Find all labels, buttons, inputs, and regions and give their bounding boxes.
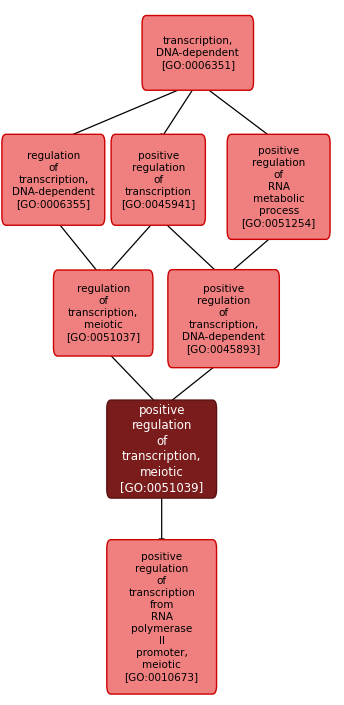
FancyBboxPatch shape bbox=[2, 134, 105, 226]
Text: positive
regulation
of
transcription,
meiotic
[GO:0051039]: positive regulation of transcription, me… bbox=[120, 404, 203, 494]
Text: transcription,
DNA-dependent
[GO:0006351]: transcription, DNA-dependent [GO:0006351… bbox=[157, 36, 239, 70]
Text: regulation
of
transcription,
DNA-dependent
[GO:0006355]: regulation of transcription, DNA-depende… bbox=[12, 151, 95, 209]
Text: regulation
of
transcription,
meiotic
[GO:0051037]: regulation of transcription, meiotic [GO… bbox=[66, 284, 140, 342]
FancyBboxPatch shape bbox=[227, 134, 330, 240]
Text: positive
regulation
of
transcription
[GO:0045941]: positive regulation of transcription [GO… bbox=[121, 151, 195, 209]
FancyBboxPatch shape bbox=[168, 269, 279, 367]
Text: positive
regulation
of
transcription
from
RNA
polymerase
II
promoter,
meiotic
[G: positive regulation of transcription fro… bbox=[125, 552, 199, 682]
FancyBboxPatch shape bbox=[142, 16, 254, 90]
Text: positive
regulation
of
transcription,
DNA-dependent
[GO:0045893]: positive regulation of transcription, DN… bbox=[182, 283, 265, 354]
FancyBboxPatch shape bbox=[107, 400, 217, 498]
FancyBboxPatch shape bbox=[107, 540, 217, 694]
Text: positive
regulation
of
RNA
metabolic
process
[GO:0051254]: positive regulation of RNA metabolic pro… bbox=[241, 146, 316, 228]
FancyBboxPatch shape bbox=[111, 134, 205, 226]
FancyBboxPatch shape bbox=[53, 270, 153, 356]
